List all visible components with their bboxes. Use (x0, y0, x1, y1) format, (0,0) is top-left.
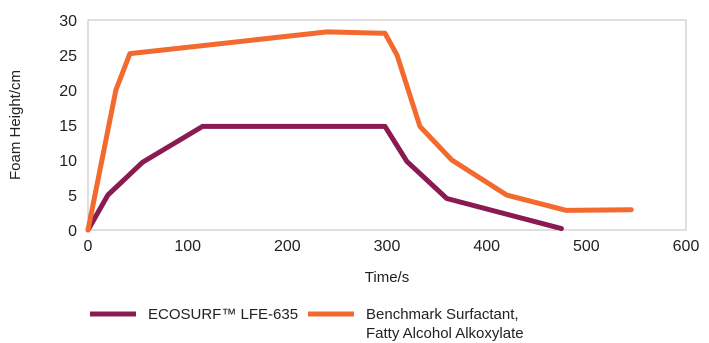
series-layer (88, 32, 631, 230)
y-tick-label: 0 (68, 223, 77, 240)
y-axis-title: Foam Height/cm (7, 70, 24, 180)
x-tick-label: 500 (573, 238, 600, 255)
legend-label-benchmark-line1: Benchmark Surfactant, (366, 306, 519, 323)
y-axis-ticks: 0 5 10 15 20 25 30 (59, 13, 77, 240)
y-tick-label: 25 (59, 48, 77, 65)
series-line-ecosurf (88, 126, 561, 230)
y-tick-label: 15 (59, 118, 77, 135)
x-tick-label: 300 (374, 238, 401, 255)
legend-label-benchmark-line2: Fatty Alcohol Alkoxylate (366, 325, 524, 342)
series-line-benchmark (88, 32, 631, 230)
y-tick-label: 5 (68, 188, 77, 205)
y-tick-label: 10 (59, 153, 77, 170)
x-tick-label: 600 (673, 238, 700, 255)
x-tick-label: 100 (174, 238, 201, 255)
x-tick-label: 0 (84, 238, 93, 255)
x-tick-label: 400 (473, 238, 500, 255)
legend-label-ecosurf: ECOSURF™ LFE-635 (148, 306, 298, 323)
y-tick-label: 30 (59, 13, 77, 30)
x-tick-label: 200 (274, 238, 301, 255)
y-tick-label: 20 (59, 83, 77, 100)
x-axis-title: Time/s (365, 269, 409, 286)
x-axis-ticks: 0 100 200 300 400 500 600 (84, 238, 700, 255)
legend: ECOSURF™ LFE-635 Benchmark Surfactant, F… (90, 306, 524, 342)
